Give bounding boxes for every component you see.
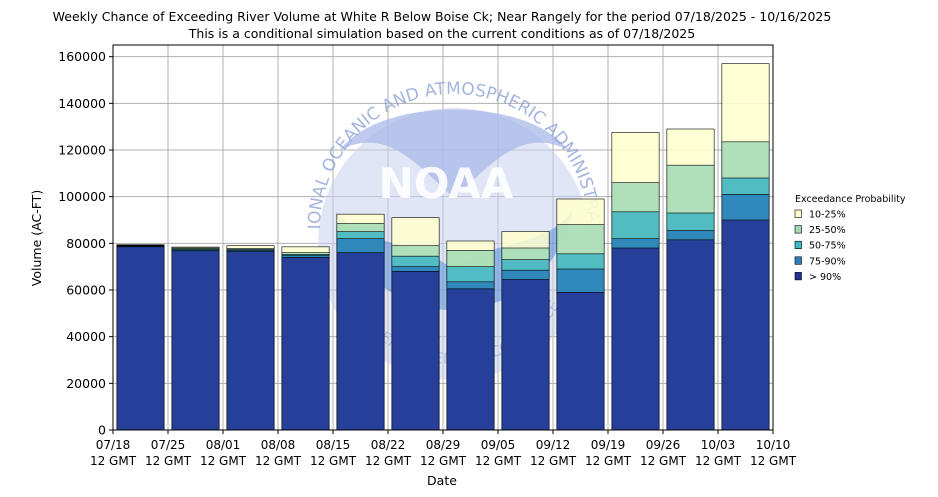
x-tick-label: 08/15 [316,438,351,452]
bar-segment [171,250,220,431]
legend-label: 10-25% [809,210,846,221]
legend-swatch [794,225,802,234]
x-tick-label: 09/05 [481,438,516,452]
x-tick-label: 09/26 [646,438,681,452]
x-tick-label-time: 12 GMT [365,454,412,468]
x-tick-label: 07/18 [96,438,131,452]
x-tick-label-time: 12 GMT [530,454,577,468]
x-tick-label: 09/19 [591,438,626,452]
x-tick-label-time: 12 GMT [255,454,302,468]
bar-segment [391,271,440,431]
legend-label: > 90% [809,272,841,283]
bar-segment [611,247,660,431]
bar-segment [281,257,330,431]
legend-label: 50-75% [809,241,846,252]
bar-segment [556,292,605,431]
chart-subtitle: This is a conditional simulation based o… [188,26,695,41]
x-tick-label-time: 12 GMT [420,454,467,468]
x-tick-label: 08/08 [261,438,296,452]
x-axis-label: Date [427,473,457,488]
bar-segment [116,246,165,431]
x-tick-label: 08/22 [371,438,406,452]
x-tick-label-time: 12 GMT [90,454,137,468]
x-tick-label-time: 12 GMT [145,454,192,468]
y-tick-label: 160000 [58,49,106,64]
x-tick-label-time: 12 GMT [640,454,687,468]
x-tick-label: 08/29 [426,438,461,452]
watermark-gull [340,109,568,198]
legend: Exceedance Probability 10-25% 25-50% 50-75… [794,194,906,283]
x-tick-label-time: 12 GMT [695,454,742,468]
legend-title: Exceedance Probability [795,194,906,205]
y-tick-label: 80000 [66,236,106,251]
bar-segment [501,279,550,431]
x-tick-label-time: 12 GMT [750,454,797,468]
x-tick-label: 08/01 [206,438,241,452]
y-axis-label: Volume (AC-FT) [29,190,44,286]
bar-segment [721,219,770,431]
y-tick-label: 40000 [66,329,106,344]
legend-swatch [794,272,802,281]
y-tick-label: 60000 [66,283,106,298]
x-axis: 07/18 12 GMT 07/25 12 GMT 08/01 12 GMT 08/08 12… [90,430,797,468]
x-tick-label-time: 12 GMT [475,454,522,468]
watermark-logo-text: NOAA [379,159,514,208]
y-axis: 0 20000 40000 60000 80000 100000 120000 140000 1… [58,49,113,438]
y-tick-label: 140000 [58,96,106,111]
bar-segment [446,288,495,431]
x-tick-label-time: 12 GMT [585,454,632,468]
bar-segment [666,239,715,431]
x-tick-label: 10/03 [701,438,736,452]
x-tick-label: 10/10 [756,438,791,452]
chart-title: Weekly Chance of Exceeding River Volume … [53,9,832,24]
y-tick-label: 20000 [66,376,106,391]
y-tick-label: 0 [98,423,106,438]
x-tick-label: 07/25 [151,438,186,452]
bar-segment [226,251,275,431]
bar-segment [336,252,385,431]
legend-swatch [794,240,802,249]
x-tick-label-time: 12 GMT [200,454,247,468]
legend-label: 25-50% [809,225,846,236]
legend-swatch [794,256,802,265]
legend-label: 75-90% [809,256,846,267]
x-tick-label: 09/12 [536,438,571,452]
y-tick-label: 120000 [58,143,106,158]
y-tick-label: 100000 [58,189,106,204]
legend-swatch [794,209,802,218]
x-tick-label-time: 12 GMT [310,454,357,468]
